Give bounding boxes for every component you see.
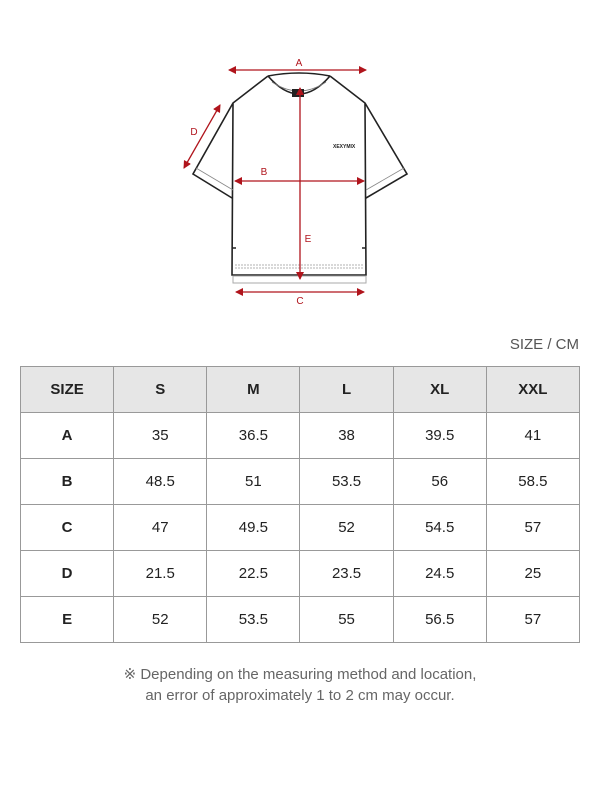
tshirt-measurement-diagram: XEXYMIX A B C D E (183, 58, 409, 307)
header-cell: S (113, 366, 208, 413)
table-cell: 24.5 (392, 550, 487, 597)
table-row: B 48.5 51 53.5 56 58.5 (19, 458, 581, 505)
note-line-1: ※ Depending on the measuring method and … (123, 666, 477, 683)
table-cell: 52 (113, 596, 208, 643)
table-cell: 56.5 (392, 596, 487, 643)
table-cell: 48.5 (113, 458, 208, 505)
table-row: D 21.5 22.5 23.5 24.5 25 (19, 550, 581, 597)
row-label: E (19, 596, 115, 643)
row-label: A (19, 412, 115, 459)
table-cell: 56 (392, 458, 487, 505)
row-label: D (19, 550, 115, 597)
label-d: D (190, 127, 197, 138)
label-a: A (296, 58, 303, 69)
table-cell: 21.5 (113, 550, 208, 597)
header-cell: M (206, 366, 301, 413)
table-cell: 53.5 (299, 458, 394, 505)
neck-label-icon (292, 89, 304, 97)
table-cell: 49.5 (206, 504, 301, 551)
table-row: E 52 53.5 55 56.5 57 (19, 596, 581, 643)
unit-label: SIZE / CM (509, 336, 579, 353)
table-cell: 36.5 (206, 412, 301, 459)
label-c: C (296, 296, 303, 307)
label-b: B (261, 167, 268, 178)
table-cell: 57 (485, 596, 581, 643)
table-cell: 23.5 (299, 550, 394, 597)
table-row: A 35 36.5 38 39.5 41 (19, 412, 581, 459)
table-cell: 39.5 (392, 412, 487, 459)
table-cell: 58.5 (485, 458, 581, 505)
table-cell: 52 (299, 504, 394, 551)
size-table: SIZE S M L XL XXL A 35 36.5 38 39.5 41 B 48.5 51… (19, 366, 581, 643)
row-label: C (19, 504, 115, 551)
row-label: B (19, 458, 115, 505)
header-cell: XL (392, 366, 487, 413)
measure-arrow-d (183, 104, 221, 169)
brand-print: XEXYMIX (333, 144, 356, 150)
measurement-note: ※ Depending on the measuring method and … (0, 664, 600, 706)
table-cell: 54.5 (392, 504, 487, 551)
table-cell: 51 (206, 458, 301, 505)
note-line-2: an error of approximately 1 to 2 cm may … (145, 687, 455, 704)
header-cell: XXL (485, 366, 581, 413)
header-cell: L (299, 366, 394, 413)
table-cell: 22.5 (206, 550, 301, 597)
table-cell: 38 (299, 412, 394, 459)
table-header-row: SIZE S M L XL XXL (19, 366, 581, 413)
table-cell: 47 (113, 504, 208, 551)
label-e: E (305, 234, 312, 245)
table-cell: 53.5 (206, 596, 301, 643)
table-cell: 57 (485, 504, 581, 551)
table-cell: 35 (113, 412, 208, 459)
table-cell: 55 (299, 596, 394, 643)
table-cell: 41 (485, 412, 581, 459)
table-row: C 47 49.5 52 54.5 57 (19, 504, 581, 551)
header-cell: SIZE (19, 366, 115, 413)
table-cell: 25 (485, 550, 581, 597)
